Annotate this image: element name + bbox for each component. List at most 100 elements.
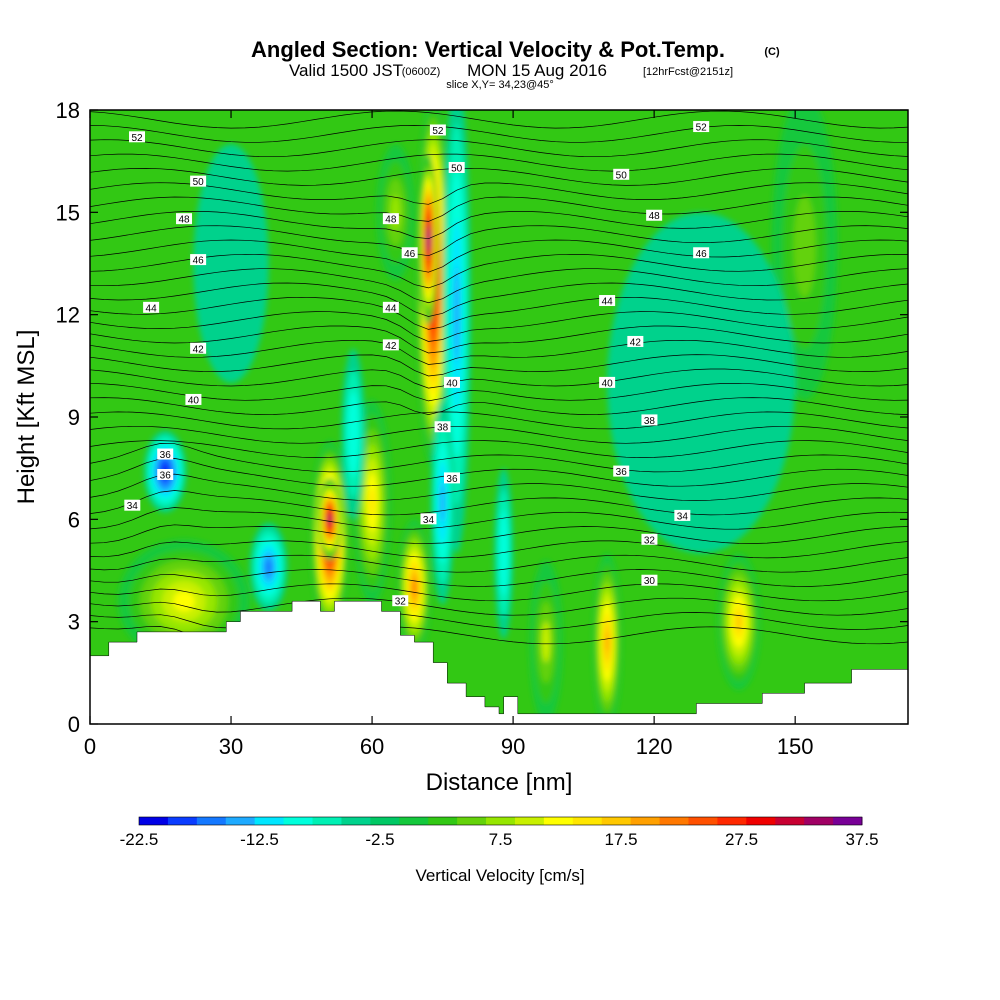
- contour-label-31: 32: [644, 535, 656, 546]
- contour-label-box-11: [693, 247, 710, 259]
- theta-contour-3: [90, 583, 908, 602]
- contour-label-32: 30: [644, 576, 656, 587]
- contour-label-19: 40: [446, 378, 458, 389]
- y-tick-label-2: 6: [68, 507, 80, 532]
- y-tick-label-6: 18: [56, 98, 80, 123]
- x-tick-label-5: 150: [777, 734, 814, 759]
- velocity-cell-15-5: [265, 559, 272, 575]
- contour-label-box-25: [443, 472, 460, 484]
- theta-contour-6: [90, 540, 908, 559]
- colorbar-swatch-12: [486, 817, 516, 825]
- colorbar-swatch-9: [399, 817, 429, 825]
- colorbar-swatch-0: [139, 817, 169, 825]
- contour-label-9: 46: [193, 256, 205, 267]
- contour-label-12: 44: [146, 303, 158, 314]
- contour-label-15: 42: [193, 344, 205, 355]
- valid-date: MON 15 Aug 2016: [467, 61, 607, 80]
- colorbar-tick-6: 37.5: [845, 830, 878, 849]
- forecast-label: [12hrFcst@2151z]: [643, 66, 733, 78]
- y-tick-label-5: 15: [56, 200, 80, 225]
- contour-label-box-32: [641, 574, 658, 586]
- theta-contour-23: [90, 296, 908, 330]
- colorbar-label: Vertical Velocity [cm/s]: [415, 866, 584, 885]
- contour-label-16: 42: [385, 341, 397, 352]
- y-tick-label-3: 9: [68, 405, 80, 430]
- contour-label-box-6: [176, 213, 193, 225]
- theta-contour-17: [90, 382, 908, 402]
- terrain-mask: [90, 600, 908, 724]
- theta-contour-27: [90, 239, 908, 273]
- contour-label-box-5: [613, 168, 630, 180]
- contour-label-box-20: [599, 376, 616, 388]
- contour-label-30: 32: [395, 597, 407, 608]
- contour-label-18: 40: [188, 395, 200, 406]
- x-tick-label-2: 60: [360, 734, 384, 759]
- colorbar-swatch-22: [775, 817, 805, 825]
- theta-contour-4: [90, 569, 908, 587]
- theta-contour-35: [90, 125, 908, 143]
- contour-label-box-10: [401, 247, 418, 259]
- velocity-cell-20-0: [607, 212, 796, 554]
- colorbar-swatch-20: [717, 817, 747, 825]
- y-tick-label-1: 3: [68, 610, 80, 635]
- theta-contour-25: [90, 268, 908, 304]
- contour-label-box-30: [392, 595, 409, 607]
- velocity-cell-7-8: [605, 632, 609, 652]
- contour-label-27: 34: [127, 501, 139, 512]
- contour-label-box-17: [627, 335, 644, 347]
- theta-contour-13: [90, 440, 908, 458]
- contour-label-29: 34: [677, 511, 689, 522]
- theta-contour-5: [90, 554, 908, 573]
- colorbar-tick-2: -2.5: [365, 830, 394, 849]
- contour-label-box-0: [129, 131, 146, 143]
- theta-contour-2: [90, 597, 908, 616]
- contour-label-17: 42: [630, 337, 642, 348]
- colorbar-swatch-5: [283, 817, 314, 825]
- colorbar-swatch-11: [457, 817, 487, 825]
- colorbar-swatch-3: [225, 817, 256, 825]
- contour-label-4: 50: [451, 163, 463, 174]
- slice-label: slice X,Y= 34,23@45°: [446, 79, 554, 91]
- velocity-cell-2-6: [369, 487, 375, 517]
- theta-contour-21: [90, 325, 908, 354]
- contour-label-box-16: [382, 339, 399, 351]
- theta-contour-15: [90, 411, 908, 430]
- theta-contour-12: [90, 443, 908, 473]
- x-axis-label: Distance [nm]: [426, 769, 573, 796]
- y-tick-label-4: 12: [56, 303, 80, 328]
- contour-label-10: 46: [404, 249, 416, 260]
- contour-label-box-31: [641, 533, 658, 545]
- contour-label-box-29: [674, 509, 691, 521]
- velocity-cell-11-2: [793, 195, 816, 298]
- theta-contour-34: [90, 139, 908, 158]
- x-tick-label-1: 30: [219, 734, 243, 759]
- contour-label-0: 52: [131, 133, 143, 144]
- colorbar-swatch-10: [428, 817, 458, 825]
- theta-contour-32: [90, 167, 908, 186]
- contour-label-box-9: [190, 254, 207, 266]
- contour-label-box-27: [124, 499, 141, 511]
- theta-contour-7: [90, 524, 908, 544]
- contour-label-25: 36: [446, 474, 458, 485]
- valid-prefix: Valid 1500 JST: [289, 61, 403, 80]
- contour-label-6: 48: [178, 215, 190, 226]
- contour-label-box-15: [190, 342, 207, 354]
- contour-label-28: 34: [423, 515, 435, 526]
- y-axis-label: Height [Kft MSL]: [13, 330, 40, 505]
- valid-utc: (0600Z): [402, 66, 441, 78]
- contour-label-3: 50: [193, 177, 205, 188]
- colorbar-swatch-15: [572, 817, 603, 825]
- colorbar-swatch-2: [196, 817, 227, 825]
- velocity-cell-13-4: [453, 266, 460, 363]
- theta-contour-18: [90, 368, 908, 389]
- theta-contour-16: [90, 397, 908, 415]
- theta-contour-22: [90, 311, 908, 342]
- plot-area: 52 52 52 50 50 50 48 48 48 46 46 46 44 44 44 42 42 42 40 40…: [90, 110, 908, 724]
- contour-label-14: 44: [602, 297, 614, 308]
- theta-contour-30: [90, 196, 908, 222]
- contour-label-box-14: [599, 295, 616, 307]
- theta-contour-10: [90, 473, 908, 501]
- colorbar-swatch-13: [514, 817, 545, 825]
- velocity-cell-1-15: [329, 516, 331, 522]
- contour-label-22: 38: [644, 416, 656, 427]
